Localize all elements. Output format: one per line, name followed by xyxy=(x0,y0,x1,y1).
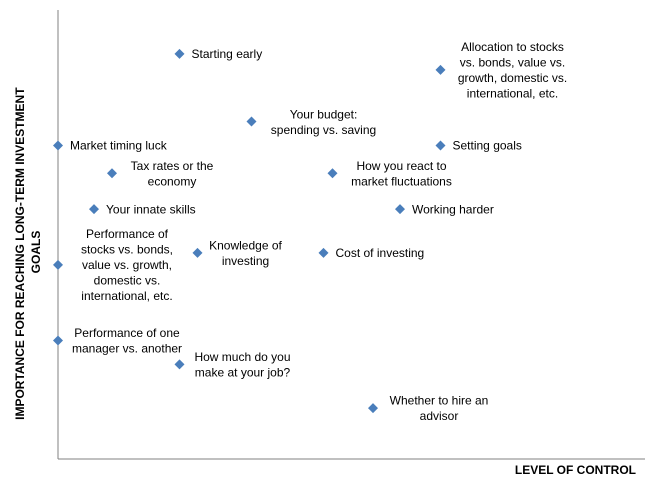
data-point-marker xyxy=(192,247,203,258)
data-point-marker xyxy=(435,140,446,151)
data-point-marker xyxy=(368,403,378,414)
data-point-marker xyxy=(174,48,185,59)
data-point-label: Working harder xyxy=(412,202,494,216)
data-point-label: Starting early xyxy=(192,47,263,61)
data-point-label: Tax rates or the economy xyxy=(131,159,214,189)
data-point-label: Performance of one manager vs. another xyxy=(72,326,182,356)
data-point-label: Knowledge of investing xyxy=(209,238,282,268)
data-point-marker xyxy=(53,259,63,270)
data-point-label: How you react to market fluctuations xyxy=(351,159,452,189)
data-point-marker xyxy=(53,335,63,346)
data-point-marker xyxy=(327,168,338,179)
data-point-marker xyxy=(395,204,405,215)
data-point-label: Allocation to stocks vs. bonds, value vs.… xyxy=(458,40,567,101)
data-point-label: Your innate skills xyxy=(106,202,196,216)
data-point-label: Whether to hire an advisor xyxy=(390,394,489,424)
data-point-marker xyxy=(174,359,185,370)
data-point-label: Cost of investing xyxy=(336,246,425,260)
data-point-label: Your budget: spending vs. saving xyxy=(271,108,376,138)
data-point-label: Performance of stocks vs. bonds, value vs.… xyxy=(81,227,173,303)
data-point-label: Setting goals xyxy=(453,139,522,153)
data-point-label: Market timing luck xyxy=(70,139,168,153)
data-point-marker xyxy=(435,64,446,75)
data-point-marker xyxy=(53,140,63,151)
data-point-marker xyxy=(107,168,117,179)
y-axis-label: IMPORTANCE FOR REACHING LONG-TERM INVEST… xyxy=(13,84,43,420)
data-point-marker xyxy=(246,116,257,127)
y-axis-label-line-1: IMPORTANCE FOR REACHING LONG-TERM INVEST… xyxy=(13,87,27,420)
data-point-marker xyxy=(89,204,99,215)
x-axis-label: LEVEL OF CONTROL xyxy=(515,463,636,477)
data-points: Starting early Allocation to stocks vs. bo… xyxy=(53,40,567,423)
data-point-marker xyxy=(318,247,329,258)
y-axis-label-line-2: GOALS xyxy=(29,231,43,274)
data-point-label: How much do you make at your job? xyxy=(194,350,290,380)
